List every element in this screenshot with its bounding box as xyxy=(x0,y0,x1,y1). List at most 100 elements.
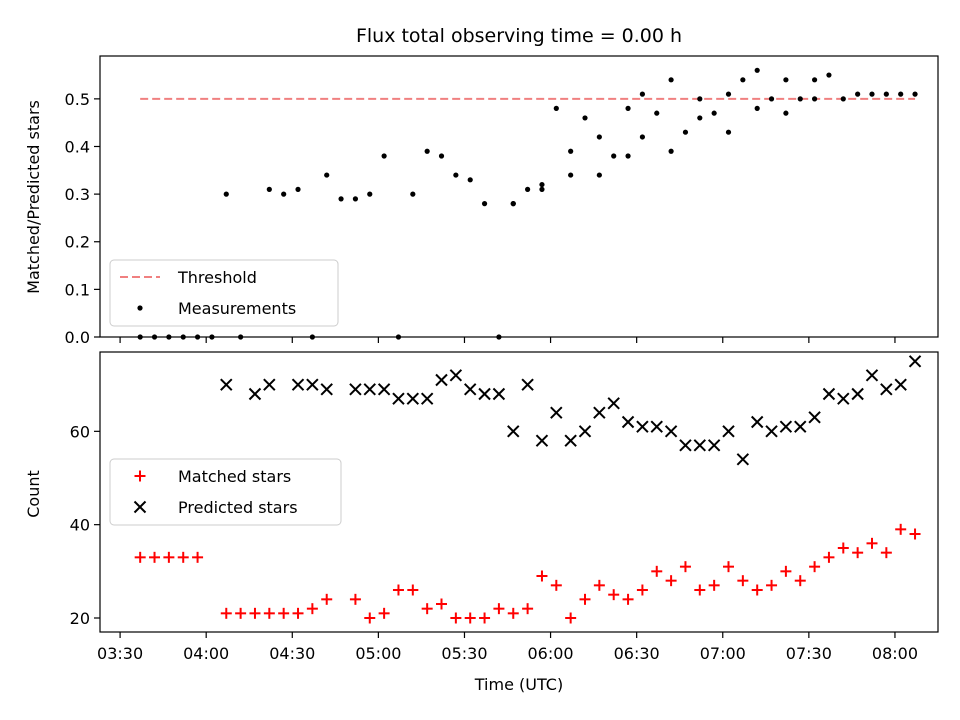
top-dot-point xyxy=(324,172,330,178)
top-dot-point xyxy=(596,172,602,178)
bottom-plus-point xyxy=(249,607,261,619)
bottom-plus-point xyxy=(450,612,462,624)
bottom-x-point xyxy=(894,378,907,391)
bottom-x-point xyxy=(435,373,448,387)
bottom-x-point xyxy=(263,378,276,391)
bottom-x-point xyxy=(794,420,807,433)
bottom-plus-point xyxy=(464,612,476,624)
bottom-x-point xyxy=(377,383,391,396)
top-dot-point xyxy=(625,153,631,159)
top-dot-point xyxy=(855,91,861,97)
bottom-x-point xyxy=(550,406,563,419)
bottom-x-point xyxy=(722,425,735,438)
top-dot-point xyxy=(797,96,803,102)
bottom-plus-point xyxy=(622,593,634,605)
x-tick-label: 04:30 xyxy=(269,644,315,663)
bottom-plus-point xyxy=(608,589,620,601)
top-dot-point xyxy=(266,186,272,192)
bottom-plus-point xyxy=(909,528,921,540)
top-dot-point xyxy=(625,105,631,111)
bottom-plus-point xyxy=(766,579,778,591)
bottom-plus-point xyxy=(292,607,304,619)
bottom-plus-point xyxy=(866,537,878,549)
top-y-tick-label: 0.2 xyxy=(65,233,90,252)
bottom-plus-point xyxy=(436,598,448,610)
bottom-plus-point xyxy=(794,575,806,587)
top-dot-point xyxy=(424,148,430,154)
bottom-plus-point xyxy=(651,565,663,577)
top-dot-point xyxy=(697,96,703,102)
bottom-plus-point xyxy=(536,570,548,582)
top-dot-point xyxy=(281,191,287,197)
bottom-plus-point xyxy=(522,603,534,615)
x-tick-label: 03:30 xyxy=(97,644,143,663)
top-legend-swatch xyxy=(137,305,143,311)
bottom-plus-point xyxy=(593,579,605,591)
x-tick-label: 04:00 xyxy=(183,644,229,663)
top-dot-point xyxy=(654,110,660,116)
bottom-x-point xyxy=(736,453,750,466)
bottom-plus-point xyxy=(364,612,376,624)
x-tick-label: 08:00 xyxy=(872,644,918,663)
top-dot-point xyxy=(783,110,789,116)
bottom-legend-label: Predicted stars xyxy=(178,498,298,517)
bottom-x-point xyxy=(478,387,491,401)
legend-threshold-label: Threshold xyxy=(177,268,257,287)
top-dot-point xyxy=(467,177,473,183)
bottom-plus-point xyxy=(780,565,792,577)
bottom-x-point xyxy=(837,392,850,405)
top-y-tick-label: 0.3 xyxy=(65,185,90,204)
top-legend: Threshold Measurements xyxy=(109,259,339,327)
bottom-plus-point xyxy=(823,551,835,563)
chart-title: Flux total observing time = 0.00 h xyxy=(356,25,682,47)
bottom-x-point xyxy=(406,392,420,405)
top-dot-point xyxy=(381,153,387,159)
top-dot-point xyxy=(539,186,545,192)
bottom-x-point xyxy=(420,392,434,405)
bottom-x-point xyxy=(320,383,333,396)
bottom-x-point xyxy=(693,439,707,452)
bottom-plus-point xyxy=(421,603,433,615)
top-panel: 0.0 0.1 0.2 0.3 0.4 0.5 Threshold Measurements xyxy=(65,55,939,347)
top-dot-point xyxy=(840,96,846,102)
bottom-x-point xyxy=(535,434,549,447)
bottom-plus-point xyxy=(737,575,749,587)
bottom-plus-point xyxy=(679,561,691,573)
top-dot-point xyxy=(826,72,832,78)
bottom-x-point xyxy=(664,425,678,438)
top-dot-point xyxy=(510,201,516,207)
bottom-plus-point xyxy=(306,603,318,615)
bottom-legend-swatch xyxy=(134,470,146,482)
bottom-x-point xyxy=(822,387,836,401)
top-dot-point xyxy=(639,91,646,97)
bottom-plus-point xyxy=(636,584,648,596)
top-dot-point xyxy=(711,110,717,116)
bottom-plus-point xyxy=(550,579,562,591)
top-dot-point xyxy=(811,77,818,83)
top-dot-point xyxy=(639,134,646,140)
bottom-x-point xyxy=(291,378,305,391)
bottom-plus-point xyxy=(565,612,577,624)
bottom-x-point xyxy=(679,439,692,452)
top-dot-point xyxy=(697,115,703,121)
top-dot-point xyxy=(740,77,746,83)
top-legend-box xyxy=(109,259,339,327)
bottom-x-point xyxy=(865,369,879,382)
bottom-x-point xyxy=(363,383,376,396)
bottom-plus-point xyxy=(665,575,677,587)
bottom-legend-box xyxy=(109,458,342,526)
top-y-tick-label: 0.1 xyxy=(65,280,90,299)
bottom-plus-point xyxy=(149,551,161,563)
bottom-y-tick-label: 40 xyxy=(70,516,90,535)
bottom-x-point xyxy=(765,425,778,438)
top-dot-point xyxy=(883,91,889,97)
bottom-x-point xyxy=(880,383,893,396)
bottom-x-point xyxy=(750,415,764,429)
top-y-axis-label: Matched/Predicted stars xyxy=(24,100,43,294)
bottom-x-point xyxy=(464,383,477,396)
bottom-x-point xyxy=(707,439,721,452)
bottom-plus-point xyxy=(579,593,591,605)
bottom-plus-point xyxy=(163,551,175,563)
x-tick-label: 07:30 xyxy=(786,644,832,663)
top-dot-point xyxy=(223,191,229,197)
